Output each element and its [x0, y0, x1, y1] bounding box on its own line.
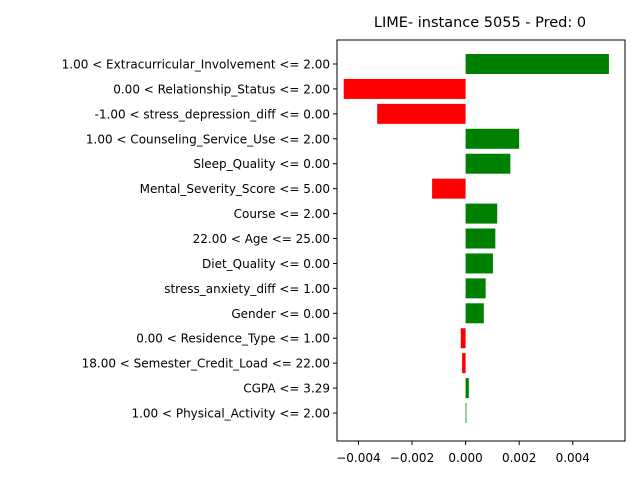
y-tick-label: Diet_Quality <= 0.00 — [202, 257, 330, 271]
y-tick-label: Gender <= 0.00 — [231, 307, 330, 321]
bar-14 — [465, 378, 469, 399]
bar-13 — [462, 353, 466, 374]
x-tick-label: 0.000 — [448, 451, 482, 465]
bar-2 — [343, 78, 466, 99]
bar-6 — [432, 178, 466, 199]
y-tick-label: Course <= 2.00 — [234, 207, 330, 221]
x-tick-label: 0.002 — [502, 451, 536, 465]
x-ticks: −0.004 −0.002 0.000 0.002 0.004 — [336, 441, 590, 465]
y-tick-label: stress_anxiety_diff <= 1.00 — [164, 282, 330, 296]
y-tick-label: 22.00 < Age <= 25.00 — [193, 232, 330, 246]
x-tick-label: −0.002 — [390, 451, 434, 465]
y-tick-labels: 1.00 < Extracurricular_Involvement <= 2.… — [62, 58, 337, 421]
y-tick-label: 18.00 < Semester_Credit_Load <= 22.00 — [82, 357, 330, 371]
bar-1 — [465, 54, 609, 74]
y-tick-label: 0.00 < Relationship_Status <= 2.00 — [113, 82, 330, 96]
y-tick-label: Sleep_Quality <= 0.00 — [193, 157, 330, 171]
bar-12 — [460, 328, 466, 349]
bar-9 — [465, 253, 493, 274]
x-tick-label: −0.004 — [336, 451, 380, 465]
y-tick-label: 1.00 < Extracurricular_Involvement <= 2.… — [62, 58, 330, 72]
bar-10 — [465, 278, 486, 299]
bar-11 — [465, 303, 484, 324]
y-tick-label: 0.00 < Residence_Type <= 1.00 — [136, 332, 330, 346]
y-tick-label: 1.00 < Counseling_Service_Use <= 2.00 — [86, 132, 330, 146]
plot-frame — [336, 39, 626, 442]
y-tick-label: CGPA <= 3.29 — [243, 382, 330, 396]
y-tick-label: 1.00 < Physical_Activity <= 2.00 — [131, 407, 330, 421]
bars-group — [343, 54, 609, 424]
x-tick-label: 0.004 — [556, 451, 590, 465]
bar-4 — [465, 128, 520, 149]
bar-8 — [465, 228, 496, 249]
bar-5 — [465, 153, 511, 174]
y-tick-label: -1.00 < stress_depression_diff <= 0.00 — [95, 107, 330, 121]
bar-15 — [465, 403, 467, 424]
bar-7 — [465, 203, 498, 224]
bar-3 — [377, 103, 466, 124]
chart-title: LIME- instance 5055 - Pred: 0 — [374, 15, 586, 31]
y-tick-label: Mental_Severity_Score <= 5.00 — [140, 182, 330, 196]
